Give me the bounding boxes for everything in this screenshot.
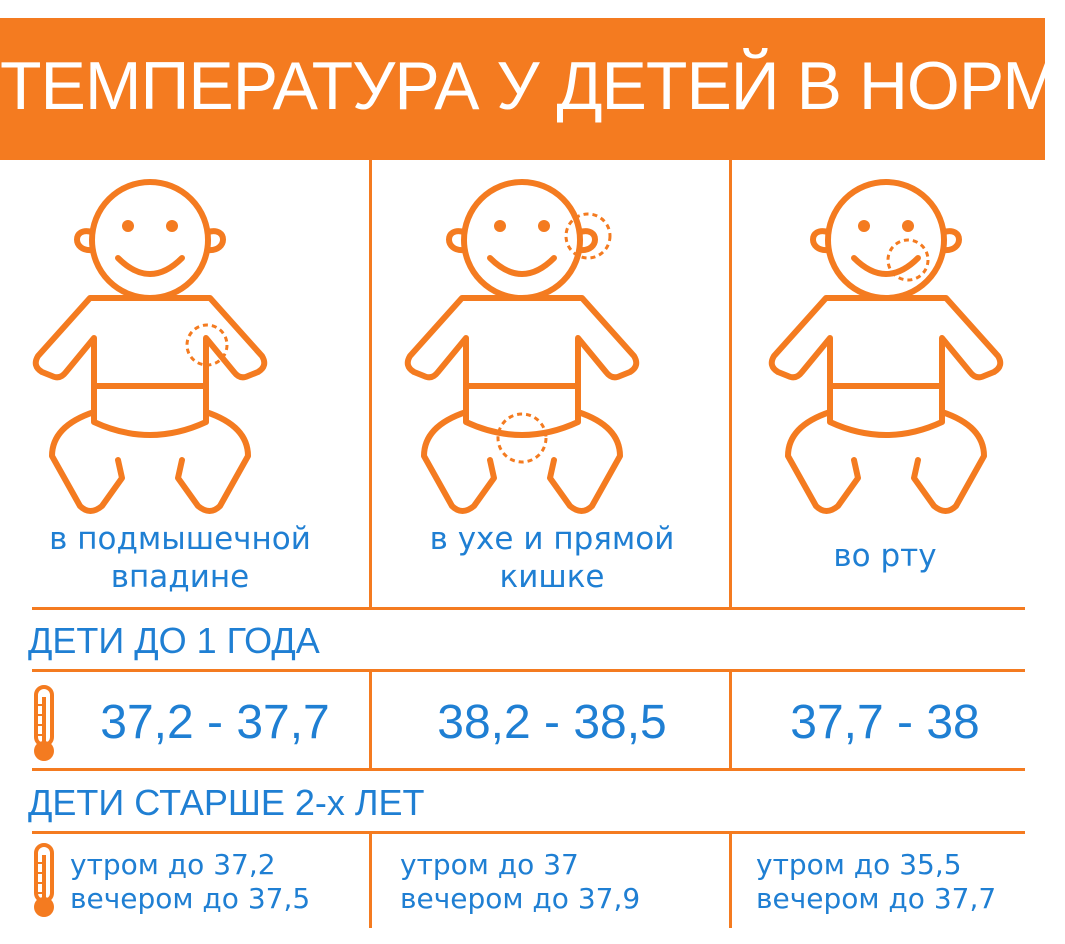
older-values-mouth: утром до 35,5 вечером до 37,7 xyxy=(756,848,996,916)
method-label-line: в подмышечной xyxy=(49,521,311,557)
morning-value: утром до 35,5 xyxy=(756,848,962,881)
divider-line xyxy=(32,768,1025,771)
title-banner: ТЕМПЕРАТУРА У ДЕТЕЙ В НОРМЕ xyxy=(0,18,1065,160)
thermometer-icon xyxy=(34,685,54,761)
page-title: ТЕМПЕРАТУРА У ДЕТЕЙ В НОРМЕ xyxy=(0,48,1065,124)
evening-value: вечером до 37,5 xyxy=(70,882,311,915)
column-divider xyxy=(729,672,732,768)
baby-mouth-icon xyxy=(772,182,1001,511)
column-divider xyxy=(369,834,372,928)
divider-line xyxy=(32,607,1025,610)
method-label-armpit: в подмышечной впадине xyxy=(10,520,350,596)
older-values-ear-rectal: утром до 37 вечером до 37,9 xyxy=(400,848,640,916)
method-label-ear-rectal: в ухе и прямой кишке xyxy=(382,520,722,596)
divider-line xyxy=(32,669,1025,672)
divider-line xyxy=(32,831,1025,834)
column-divider xyxy=(729,834,732,928)
baby-ear-rectal-icon xyxy=(408,182,637,511)
column-divider xyxy=(729,160,732,608)
method-label-line: в ухе и прямой xyxy=(429,521,675,557)
baby-illustrations xyxy=(0,160,1045,520)
morning-value: утром до 37 xyxy=(400,848,579,881)
method-label-line: во рту xyxy=(833,538,937,574)
morning-value: утром до 37,2 xyxy=(70,848,276,881)
infant-range-armpit: 37,2 - 37,7 xyxy=(100,696,330,749)
infant-range-mouth: 37,7 - 38 xyxy=(790,696,980,749)
baby-armpit-icon xyxy=(36,182,265,511)
column-divider xyxy=(369,160,372,608)
infant-range-ear-rectal: 38,2 - 38,5 xyxy=(437,696,667,749)
evening-value: вечером до 37,7 xyxy=(756,882,997,915)
evening-value: вечером до 37,9 xyxy=(400,882,641,915)
method-label-line: впадине xyxy=(110,559,250,595)
older-heading: ДЕТИ СТАРШЕ 2-х ЛЕТ xyxy=(28,782,425,823)
thermometer-icon xyxy=(34,843,54,917)
method-label-mouth: во рту xyxy=(735,537,1035,575)
older-values-armpit: утром до 37,2 вечером до 37,5 xyxy=(70,848,310,916)
column-divider xyxy=(369,672,372,768)
infant-heading: ДЕТИ ДО 1 ГОДА xyxy=(28,620,320,661)
method-label-line: кишке xyxy=(499,559,605,595)
